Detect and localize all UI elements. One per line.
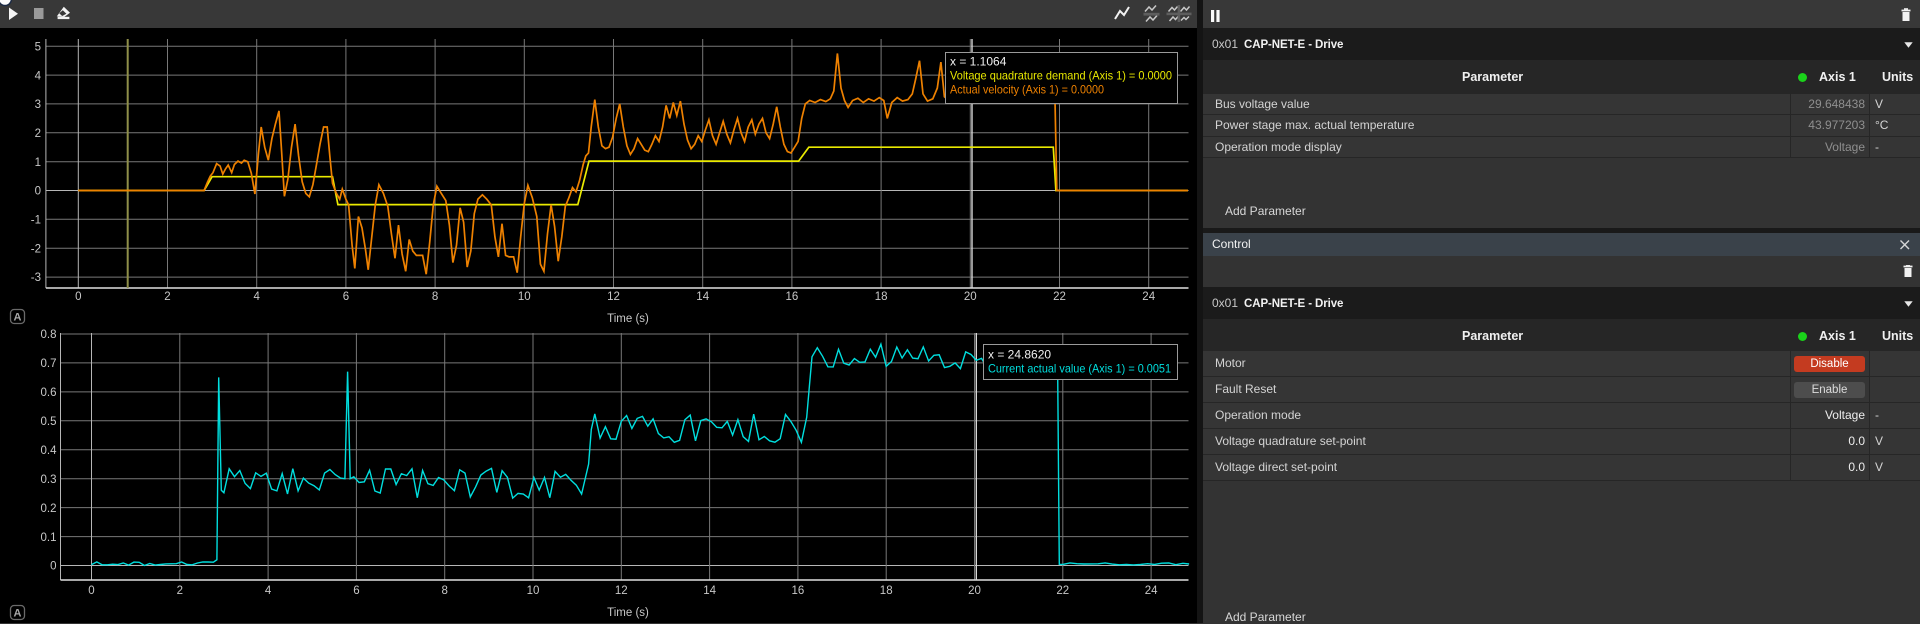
svg-text:0: 0 xyxy=(75,291,81,303)
svg-text:22: 22 xyxy=(1053,291,1066,303)
svg-text:20: 20 xyxy=(968,585,981,597)
svg-text:6: 6 xyxy=(353,585,359,597)
svg-text:0.2: 0.2 xyxy=(41,503,57,515)
svg-text:14: 14 xyxy=(703,585,716,597)
svg-text:16: 16 xyxy=(786,291,799,303)
svg-text:12: 12 xyxy=(615,585,628,597)
svg-text:4: 4 xyxy=(265,585,272,597)
svg-text:10: 10 xyxy=(518,291,531,303)
svg-text:2: 2 xyxy=(164,291,170,303)
svg-text:8: 8 xyxy=(432,291,438,303)
svg-text:10: 10 xyxy=(527,585,540,597)
svg-text:20: 20 xyxy=(964,291,977,303)
svg-text:5: 5 xyxy=(35,42,41,54)
svg-text:Actual velocity (Axis 1) = 0.0: Actual velocity (Axis 1) = 0.0000 xyxy=(950,83,1104,97)
svg-text:0.5: 0.5 xyxy=(41,416,57,428)
svg-text:Time (s): Time (s) xyxy=(607,607,649,619)
svg-text:12: 12 xyxy=(607,291,620,303)
svg-text:0.6: 0.6 xyxy=(41,387,57,399)
svg-text:0: 0 xyxy=(88,585,94,597)
svg-text:x = 24.8620: x = 24.8620 xyxy=(988,347,1051,361)
svg-text:2: 2 xyxy=(35,128,41,140)
svg-text:14: 14 xyxy=(696,291,709,303)
svg-text:18: 18 xyxy=(880,585,893,597)
svg-text:0.1: 0.1 xyxy=(41,532,57,544)
svg-text:0.3: 0.3 xyxy=(41,474,57,486)
svg-text:-1: -1 xyxy=(31,215,41,227)
svg-text:4: 4 xyxy=(253,291,260,303)
svg-text:2: 2 xyxy=(177,585,183,597)
svg-text:-3: -3 xyxy=(31,272,41,284)
svg-text:x = 1.1064: x = 1.1064 xyxy=(950,55,1007,69)
svg-text:24: 24 xyxy=(1142,291,1155,303)
svg-text:0.4: 0.4 xyxy=(41,445,58,457)
svg-text:Time (s): Time (s) xyxy=(607,313,649,325)
svg-text:3: 3 xyxy=(35,99,41,111)
svg-text:A: A xyxy=(14,312,22,324)
svg-text:0: 0 xyxy=(50,561,56,573)
svg-text:24: 24 xyxy=(1145,585,1158,597)
svg-text:8: 8 xyxy=(441,585,447,597)
svg-text:0.8: 0.8 xyxy=(41,329,57,341)
svg-text:0.7: 0.7 xyxy=(41,358,57,370)
svg-text:18: 18 xyxy=(875,291,888,303)
svg-text:-2: -2 xyxy=(31,243,41,255)
svg-text:1: 1 xyxy=(35,157,41,169)
svg-text:16: 16 xyxy=(792,585,805,597)
svg-text:4: 4 xyxy=(35,70,42,82)
svg-text:6: 6 xyxy=(343,291,349,303)
svg-text:0: 0 xyxy=(35,186,41,198)
svg-text:22: 22 xyxy=(1056,585,1069,597)
svg-text:Current actual value (Axis 1): Current actual value (Axis 1) = 0.0051 xyxy=(988,362,1171,376)
svg-text:A: A xyxy=(14,608,22,620)
svg-text:Voltage quadrature demand (Axi: Voltage quadrature demand (Axis 1) = 0.0… xyxy=(950,69,1172,83)
